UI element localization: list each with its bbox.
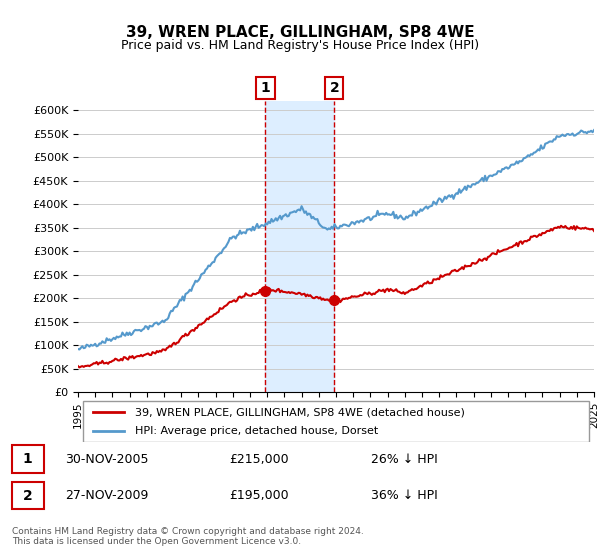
- Text: 39, WREN PLACE, GILLINGHAM, SP8 4WE: 39, WREN PLACE, GILLINGHAM, SP8 4WE: [125, 25, 475, 40]
- Bar: [265, 101, 334, 392]
- Text: 36% ↓ HPI: 36% ↓ HPI: [371, 489, 437, 502]
- Text: 26% ↓ HPI: 26% ↓ HPI: [371, 452, 437, 466]
- FancyBboxPatch shape: [83, 401, 589, 441]
- Text: £215,000: £215,000: [229, 452, 289, 466]
- FancyBboxPatch shape: [12, 445, 44, 473]
- Text: 2: 2: [23, 488, 32, 502]
- Text: 2: 2: [329, 81, 339, 95]
- Text: 1: 1: [23, 452, 32, 466]
- Text: 27-NOV-2009: 27-NOV-2009: [65, 489, 148, 502]
- Text: Price paid vs. HM Land Registry's House Price Index (HPI): Price paid vs. HM Land Registry's House …: [121, 39, 479, 52]
- Text: 39, WREN PLACE, GILLINGHAM, SP8 4WE (detached house): 39, WREN PLACE, GILLINGHAM, SP8 4WE (det…: [135, 407, 464, 417]
- FancyBboxPatch shape: [12, 482, 44, 510]
- Text: Contains HM Land Registry data © Crown copyright and database right 2024.
This d: Contains HM Land Registry data © Crown c…: [12, 526, 364, 546]
- Text: 30-NOV-2005: 30-NOV-2005: [65, 452, 148, 466]
- Text: 1: 1: [260, 81, 271, 95]
- Text: £195,000: £195,000: [229, 489, 289, 502]
- Text: HPI: Average price, detached house, Dorset: HPI: Average price, detached house, Dors…: [135, 426, 378, 436]
